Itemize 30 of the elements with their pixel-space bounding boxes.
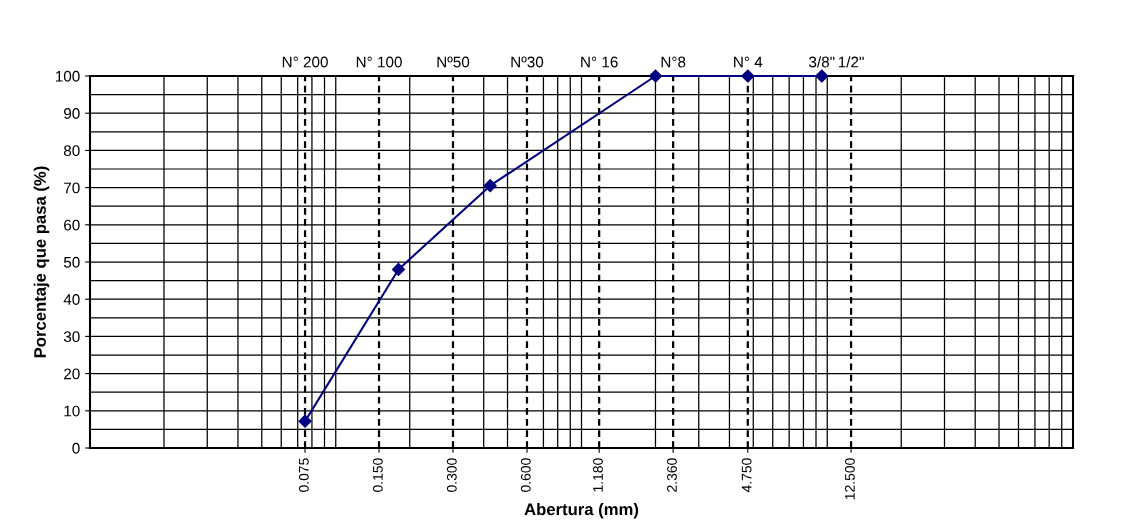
x-tick-label: 2.360 bbox=[667, 458, 677, 492]
annotation: 3/8" bbox=[809, 56, 835, 68]
y-tick-label: 10 bbox=[64, 405, 80, 417]
y-tick-label: 90 bbox=[64, 108, 80, 119]
x-axis-title: Abertura (mm) bbox=[524, 502, 639, 519]
y-tick-label: 60 bbox=[64, 219, 80, 231]
y-tick-label: 50 bbox=[63, 256, 80, 268]
ref-line-label: N°8 bbox=[661, 56, 686, 68]
x-tick-label: 0.300 bbox=[446, 458, 457, 492]
ref-line-label: N° 100 bbox=[356, 56, 402, 68]
y-tick-label: 100 bbox=[55, 70, 80, 82]
y-tick-label: 40 bbox=[63, 294, 80, 305]
ref-line-label: N° 16 bbox=[581, 56, 618, 68]
y-tick-label: 30 bbox=[63, 331, 80, 343]
ref-line-label: Nº50 bbox=[437, 56, 470, 68]
x-tick-label: 0.075 bbox=[298, 458, 309, 492]
x-tick-label: 12.500 bbox=[844, 458, 855, 500]
x-tick-label: 4.750 bbox=[741, 458, 752, 493]
y-tick-label: 20 bbox=[64, 368, 80, 380]
y-axis-title: Porcentaje que pasa (%) bbox=[33, 166, 50, 358]
y-tick-label: 70 bbox=[64, 182, 80, 194]
x-tick-label: 0.150 bbox=[372, 458, 383, 492]
annotation: 1/2" bbox=[838, 56, 864, 68]
x-tick-label: 0.600 bbox=[520, 458, 531, 492]
ref-line-label: Nº30 bbox=[511, 56, 544, 68]
y-tick-label: 80 bbox=[63, 145, 80, 157]
ref-line-label: N° 4 bbox=[734, 56, 763, 68]
x-tick-label: 1.180 bbox=[593, 458, 603, 492]
ref-line-label: N° 200 bbox=[282, 56, 328, 68]
y-tick-label: 0 bbox=[72, 442, 80, 454]
